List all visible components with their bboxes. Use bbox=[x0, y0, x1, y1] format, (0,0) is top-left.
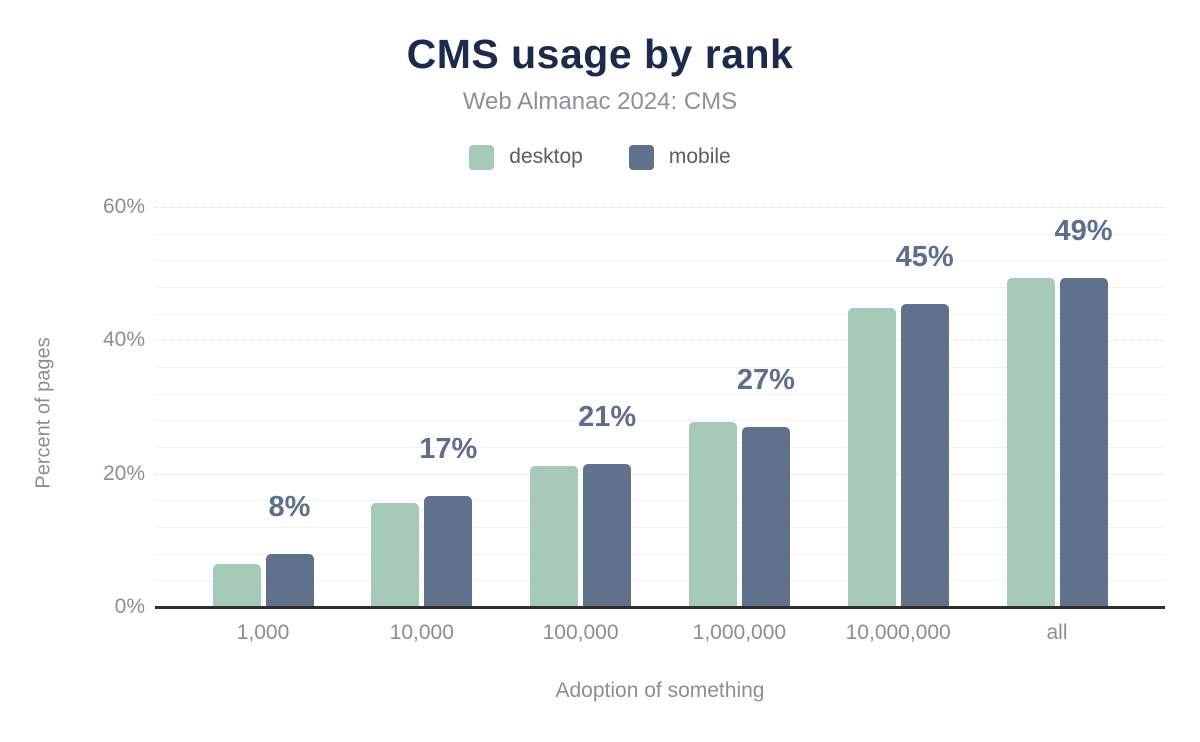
x-axis-title: Adoption of something bbox=[555, 679, 765, 702]
minor-gridline bbox=[155, 500, 1165, 502]
bar-desktop-10000 bbox=[371, 503, 420, 607]
desktop-legend-swatch bbox=[469, 144, 495, 170]
data-label-all: 49% bbox=[1054, 214, 1113, 247]
legend-label-desktop: desktop bbox=[509, 145, 583, 168]
major-gridline bbox=[155, 340, 1165, 342]
x-tick-label-10000000: 10,000,000 bbox=[845, 621, 951, 644]
legend-label-mobile: mobile bbox=[668, 145, 731, 168]
bar-desktop-10000000 bbox=[847, 307, 896, 607]
bar-mobile-1000 bbox=[265, 553, 314, 607]
minor-gridline bbox=[155, 233, 1165, 235]
bar-mobile-100000 bbox=[583, 463, 632, 607]
bar-desktop-all bbox=[1006, 278, 1055, 607]
bar-desktop-100000 bbox=[530, 465, 579, 607]
major-gridline bbox=[155, 473, 1165, 475]
legend-item-desktop: desktop bbox=[469, 144, 583, 170]
y-tick-label-0: 0% bbox=[114, 595, 145, 618]
chart-subtitle: Web Almanac 2024: CMS bbox=[462, 88, 738, 115]
data-label-10000: 17% bbox=[419, 432, 478, 465]
bar-desktop-1000000 bbox=[688, 421, 737, 607]
minor-gridline bbox=[155, 287, 1165, 288]
y-tick-label-20: 20% bbox=[102, 461, 145, 485]
data-label-100000: 21% bbox=[578, 400, 637, 433]
minor-gridline bbox=[155, 580, 1165, 582]
data-label-1000000: 27% bbox=[736, 364, 795, 396]
mobile-legend-swatch bbox=[628, 144, 654, 170]
x-tick-label-all: all bbox=[1046, 621, 1068, 644]
x-axis-line bbox=[155, 606, 1165, 609]
bar-desktop-1000 bbox=[212, 564, 261, 607]
major-gridline bbox=[155, 207, 1165, 208]
legend-item-mobile: mobile bbox=[628, 144, 731, 170]
y-tick-label-40: 40% bbox=[102, 328, 145, 352]
data-label-1000: 8% bbox=[268, 490, 311, 523]
bar-mobile-10000000 bbox=[900, 304, 949, 607]
data-label-10000000: 45% bbox=[895, 241, 954, 274]
minor-gridline bbox=[155, 393, 1165, 395]
bar-mobile-10000 bbox=[424, 495, 473, 607]
x-tick-label-1000: 1,000 bbox=[236, 621, 290, 644]
chart-title: CMS usage by rank bbox=[406, 31, 794, 77]
x-tick-label-10000: 10,000 bbox=[389, 621, 454, 644]
plot-area: 8% 17% 21% 27% 45% 49% bbox=[155, 207, 1165, 607]
minor-gridline bbox=[155, 420, 1165, 422]
chart-legend: desktop mobile bbox=[0, 143, 1200, 171]
minor-gridline bbox=[155, 553, 1165, 555]
x-tick-label-1000000: 1,000,000 bbox=[692, 621, 787, 644]
minor-gridline bbox=[155, 447, 1165, 448]
minor-gridline bbox=[155, 527, 1165, 528]
minor-gridline bbox=[155, 260, 1165, 262]
minor-gridline bbox=[155, 313, 1165, 315]
minor-gridline bbox=[155, 367, 1165, 368]
y-tick-label-60: 60% bbox=[102, 195, 145, 218]
x-tick-label-100000: 100,000 bbox=[542, 621, 619, 644]
y-axis-title: Percent of pages bbox=[32, 337, 55, 489]
bar-mobile-all bbox=[1059, 277, 1108, 607]
bar-mobile-1000000 bbox=[741, 427, 790, 607]
